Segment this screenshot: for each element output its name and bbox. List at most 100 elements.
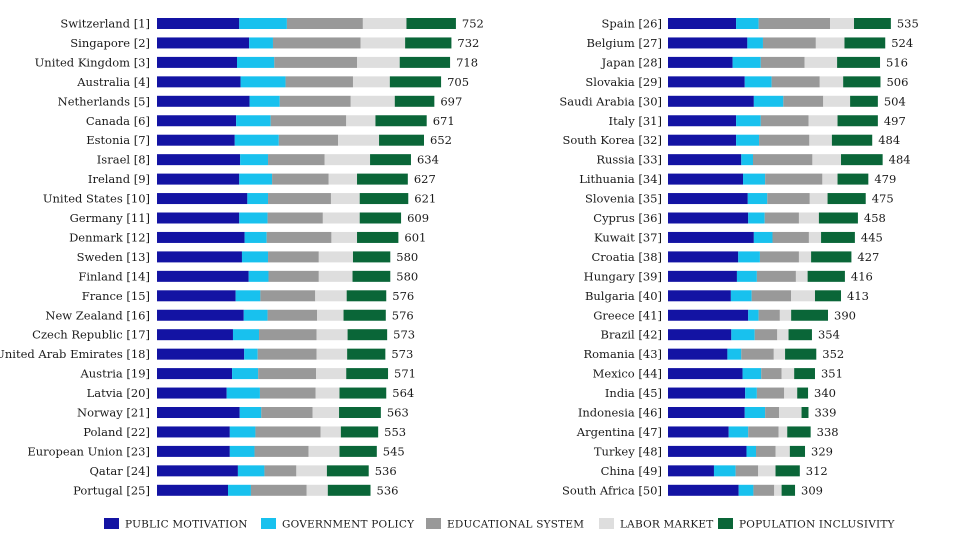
bar-row: Slovenia [35] 475	[585, 192, 894, 206]
total-value-label: 312	[806, 464, 828, 478]
bar-segment-public-motivation	[668, 37, 748, 49]
total-value-label: 563	[387, 406, 409, 420]
bar-segment-educational-system	[255, 426, 321, 438]
bar-segment-labor-market	[316, 329, 348, 341]
bar-segment-labor-market	[322, 212, 360, 224]
bar-segment-labor-market	[350, 95, 395, 107]
bar-row: United States [10] 621	[43, 192, 436, 206]
bar-segment-public-motivation	[157, 329, 233, 341]
bar-segment-educational-system	[772, 231, 809, 243]
bar-segment-government-policy	[736, 115, 761, 127]
total-value-label: 427	[857, 250, 879, 264]
legend-swatch	[718, 518, 733, 529]
total-value-label: 697	[440, 94, 462, 108]
category-label: Sweden [13]	[77, 250, 150, 264]
bar-segment-labor-market	[315, 387, 340, 399]
bar-segment-public-motivation	[157, 290, 236, 302]
legend-item-public-motivation: PUBLIC MOTIVATION	[104, 518, 247, 531]
bar-segment-labor-market	[808, 115, 838, 127]
category-label: Israel [8]	[97, 153, 150, 167]
bar-segment-public-motivation	[668, 115, 737, 127]
bar-segment-labor-market	[330, 193, 360, 205]
bar-row: Russia [33] 484	[596, 153, 910, 167]
bar-segment-educational-system	[272, 37, 361, 49]
bar-segment-population-inclusivity	[791, 309, 828, 321]
bar-segment-population-inclusivity	[352, 270, 391, 282]
bar-segment-labor-market	[357, 56, 400, 68]
bar-segment-population-inclusivity	[831, 134, 873, 146]
total-value-label: 390	[834, 308, 856, 322]
bar-segment-public-motivation	[668, 56, 733, 68]
category-label: Finland [14]	[78, 269, 150, 283]
bar-segment-educational-system	[756, 445, 776, 457]
bar-segment-public-motivation	[668, 18, 737, 29]
bar-segment-labor-market	[795, 270, 808, 282]
bar-segment-population-inclusivity	[837, 56, 881, 68]
total-value-label: 609	[407, 211, 429, 225]
bar-segment-educational-system	[762, 37, 816, 49]
total-value-label: 506	[886, 75, 908, 89]
bar-row: United Arab Emirates [18] 573	[0, 347, 413, 361]
bar-segment-population-inclusivity	[339, 407, 381, 418]
bar-segment-educational-system	[760, 115, 809, 127]
bar-row: Israel [8] 634	[97, 153, 439, 167]
bar-row: Hungary [39] 416	[584, 269, 873, 283]
bar-segment-labor-market	[822, 173, 838, 185]
bar-segment-government-policy	[244, 231, 267, 243]
bar-segment-government-policy	[744, 407, 766, 418]
bar-segment-educational-system	[266, 231, 332, 243]
bar-segment-population-inclusivity	[394, 95, 435, 107]
bar-segment-educational-system	[765, 407, 780, 418]
bar-segment-government-policy	[239, 173, 273, 185]
bar-segment-educational-system	[760, 56, 805, 68]
bar-segment-labor-market	[830, 18, 855, 29]
bar-segment-government-policy	[232, 329, 260, 341]
bar-segment-public-motivation	[668, 407, 745, 418]
bar-segment-public-motivation	[157, 18, 240, 29]
bar-segment-labor-market	[362, 18, 407, 29]
category-label: France [15]	[82, 289, 150, 303]
category-label: Netherlands [5]	[58, 94, 150, 108]
bar-row: Poland [22] 553	[83, 425, 406, 439]
total-value-label: 536	[375, 464, 397, 478]
bar-segment-government-policy	[746, 445, 757, 457]
category-label: Argentina [47]	[576, 425, 662, 439]
bar-segment-public-motivation	[157, 115, 237, 127]
bar-segment-labor-market	[331, 231, 358, 243]
bar-segment-population-inclusivity	[405, 37, 452, 49]
bar-row: Kuwait [37] 445	[594, 230, 883, 244]
bar-segment-population-inclusivity	[357, 231, 399, 243]
bar-segment-government-policy	[229, 445, 255, 457]
legend-swatch	[599, 518, 614, 529]
category-label: Indonesia [46]	[578, 406, 662, 420]
total-value-label: 413	[847, 289, 869, 303]
category-label: Kuwait [37]	[594, 230, 662, 244]
bar-segment-labor-market	[815, 37, 845, 49]
bar-segment-government-policy	[741, 154, 753, 166]
bar-row: Mexico [44] 351	[593, 367, 843, 381]
total-value-label: 475	[872, 192, 894, 206]
bar-segment-government-policy	[747, 193, 768, 205]
bar-segment-government-policy	[748, 212, 765, 224]
bar-segment-government-policy	[745, 387, 757, 399]
bar-segment-public-motivation	[157, 76, 241, 88]
category-label: Estonia [7]	[86, 133, 150, 147]
total-value-label: 340	[814, 386, 836, 400]
bar-segment-educational-system	[765, 173, 823, 185]
bar-segment-labor-market	[809, 193, 828, 205]
bar-segment-population-inclusivity	[814, 290, 842, 302]
bar-segment-population-inclusivity	[794, 368, 815, 380]
total-value-label: 576	[392, 308, 414, 322]
bar-segment-public-motivation	[668, 445, 747, 457]
bar-segment-educational-system	[767, 193, 810, 205]
bar-segment-public-motivation	[668, 193, 748, 205]
bar-row: Switzerland [1] 752	[60, 17, 484, 31]
bar-segment-public-motivation	[157, 134, 235, 146]
category-label: Japan [28]	[601, 55, 662, 69]
bar-segment-labor-market	[316, 348, 348, 360]
bar-segment-labor-market	[328, 173, 358, 185]
bar-row: Indonesia [46] 339	[578, 406, 837, 420]
bar-segment-labor-market	[296, 465, 327, 477]
bar-segment-population-inclusivity	[347, 329, 388, 341]
bar-segment-public-motivation	[157, 387, 227, 399]
